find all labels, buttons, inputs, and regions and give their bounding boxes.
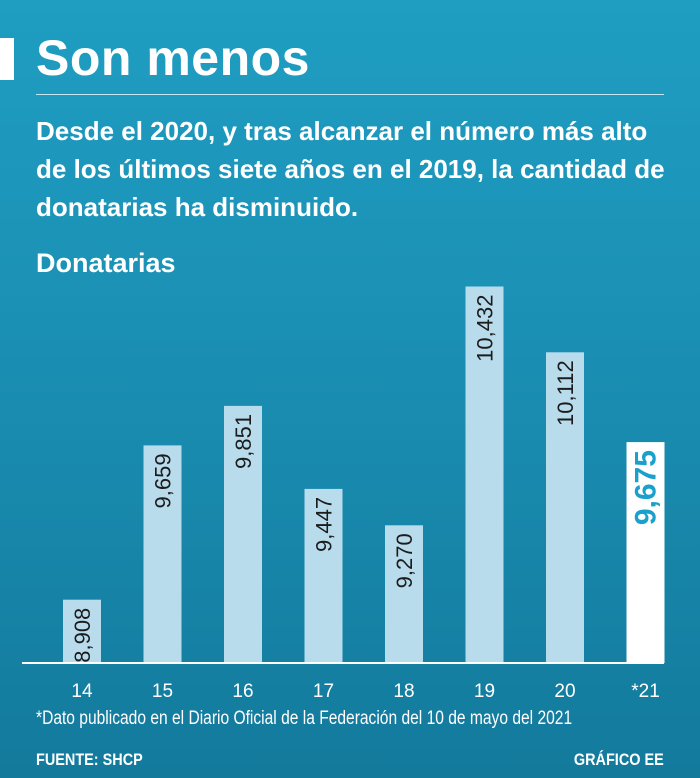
bar-15	[143, 445, 182, 663]
bar-17	[304, 488, 343, 663]
source-credit: FUENTE: SHCP	[36, 750, 143, 769]
bar-value-label: 9,270	[392, 533, 417, 588]
bar-value-label: 9,659	[151, 453, 176, 508]
title-accent-mark	[0, 38, 14, 80]
x-tick-label: 16	[232, 681, 253, 702]
bar-value-label: 9,675	[630, 450, 663, 525]
x-tick-label: 20	[554, 681, 575, 702]
bar-20	[546, 352, 584, 663]
bar-value-label: 9,447	[312, 497, 337, 552]
title-divider	[36, 94, 664, 95]
x-tick-label: 18	[393, 681, 414, 702]
footnote: *Dato publicado en el Diario Oficial de …	[36, 708, 573, 729]
x-tick-label: 14	[71, 681, 93, 702]
x-tick-label: *21	[631, 681, 660, 702]
bar-19	[465, 286, 504, 663]
bar-14	[63, 599, 101, 663]
graphic-credit: GRÁFICO EE	[574, 750, 664, 769]
x-tick-label: 19	[474, 681, 495, 702]
bar-18	[385, 525, 423, 663]
bar-16	[224, 405, 262, 663]
bar-value-label: 10,432	[473, 295, 498, 362]
x-tick-label: 17	[313, 681, 334, 702]
x-tick-label: 15	[152, 681, 173, 702]
bar-p21	[626, 442, 665, 663]
chart-title: Donatarias	[36, 248, 176, 278]
bar-value-label: 8,908	[70, 608, 95, 663]
page-subtitle: Desde el 2020, y tras alcanzar el número…	[36, 116, 665, 222]
bar-value-label: 9,851	[231, 414, 256, 469]
bar-value-label: 10,112	[553, 360, 578, 426]
page-title: Son menos	[36, 30, 310, 86]
